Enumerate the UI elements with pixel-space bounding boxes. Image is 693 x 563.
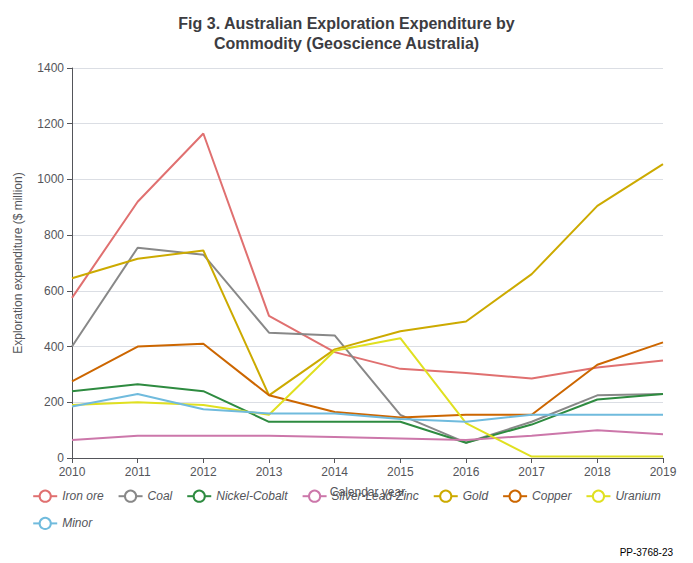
- svg-text:Exploration expenditure ($ mil: Exploration expenditure ($ million): [11, 172, 25, 353]
- svg-text:2013: 2013: [256, 465, 283, 479]
- svg-text:1400: 1400: [37, 61, 64, 75]
- svg-text:2012: 2012: [190, 465, 217, 479]
- svg-text:2016: 2016: [453, 465, 480, 479]
- svg-text:PP-3768-23: PP-3768-23: [620, 547, 674, 558]
- svg-text:Nickel-Cobalt: Nickel-Cobalt: [216, 489, 288, 503]
- svg-text:2017: 2017: [518, 465, 545, 479]
- svg-text:Fig 3. Australian Exploration: Fig 3. Australian Exploration Expenditur…: [178, 15, 514, 32]
- svg-text:Copper: Copper: [532, 489, 572, 503]
- svg-text:2018: 2018: [584, 465, 611, 479]
- svg-text:2011: 2011: [125, 465, 151, 479]
- svg-text:1000: 1000: [37, 172, 64, 186]
- svg-text:Gold: Gold: [463, 489, 489, 503]
- svg-text:Iron ore: Iron ore: [62, 489, 104, 503]
- svg-text:Minor: Minor: [62, 516, 93, 530]
- svg-text:2019: 2019: [650, 465, 677, 479]
- svg-text:Uranium: Uranium: [615, 489, 660, 503]
- svg-text:Silver-Lead-Zinc: Silver-Lead-Zinc: [332, 489, 419, 503]
- svg-text:0: 0: [57, 451, 64, 465]
- svg-text:800: 800: [44, 228, 64, 242]
- svg-text:200: 200: [44, 395, 64, 409]
- svg-text:600: 600: [44, 284, 64, 298]
- svg-text:2010: 2010: [59, 465, 86, 479]
- svg-text:2015: 2015: [387, 465, 414, 479]
- svg-text:1200: 1200: [37, 117, 64, 131]
- svg-text:400: 400: [44, 340, 64, 354]
- svg-text:Commodity (Geoscience Australi: Commodity (Geoscience Australia): [214, 35, 479, 52]
- svg-text:2014: 2014: [321, 465, 348, 479]
- svg-text:Coal: Coal: [148, 489, 173, 503]
